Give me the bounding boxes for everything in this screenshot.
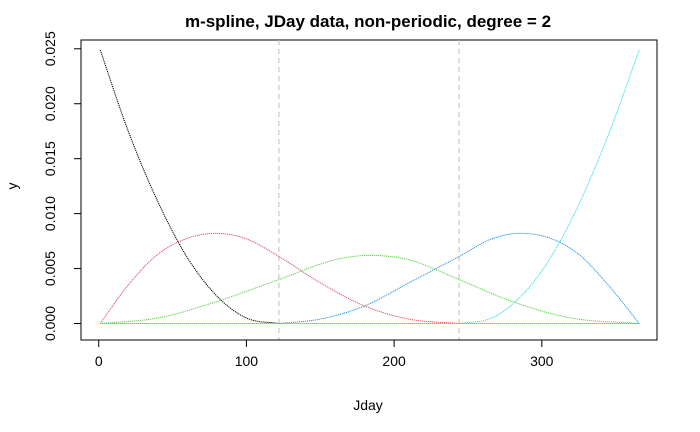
x-axis-label: Jday (353, 397, 383, 413)
y-tick-label-2: 0.010 (42, 196, 58, 231)
y-tick-label-0: 0.000 (42, 306, 58, 341)
x-tick-label-0: 0 (95, 353, 103, 369)
series-5-line (459, 49, 640, 325)
plot-frame (80, 39, 658, 341)
series-3-line (100, 254, 640, 325)
chart-title: m-spline, JDay data, non-periodic, degre… (185, 12, 551, 31)
x-tick-label-300: 300 (530, 353, 554, 369)
spline-curves (99, 49, 640, 325)
series-1-line (99, 49, 279, 325)
knot-lines (278, 40, 460, 340)
series-2-line (99, 232, 460, 325)
x-axis: 0 100 200 300 (95, 339, 554, 369)
x-tick-label-200: 200 (382, 353, 406, 369)
x-tick-label-100: 100 (235, 353, 259, 369)
y-axis-label: y (4, 183, 20, 190)
series-4-line (278, 232, 640, 325)
y-tick-label-1: 0.005 (42, 251, 58, 286)
y-axis: 0.000 0.005 0.010 0.015 0.020 0.025 (42, 31, 82, 341)
y-tick-label-5: 0.025 (42, 31, 58, 66)
y-tick-label-3: 0.015 (42, 141, 58, 176)
y-tick-label-4: 0.020 (42, 86, 58, 121)
